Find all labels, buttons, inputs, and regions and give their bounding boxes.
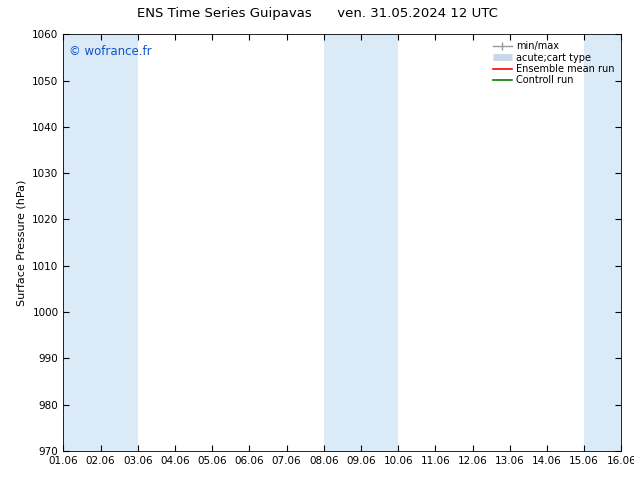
Bar <box>63 34 138 451</box>
Bar <box>324 34 398 451</box>
Y-axis label: Surface Pressure (hPa): Surface Pressure (hPa) <box>16 179 27 306</box>
Legend: min/max, acute;cart type, Ensemble mean run, Controll run: min/max, acute;cart type, Ensemble mean … <box>491 39 616 87</box>
Text: © wofrance.fr: © wofrance.fr <box>69 45 152 58</box>
Bar <box>584 34 621 451</box>
Text: ENS Time Series Guipavas      ven. 31.05.2024 12 UTC: ENS Time Series Guipavas ven. 31.05.2024… <box>136 7 498 21</box>
